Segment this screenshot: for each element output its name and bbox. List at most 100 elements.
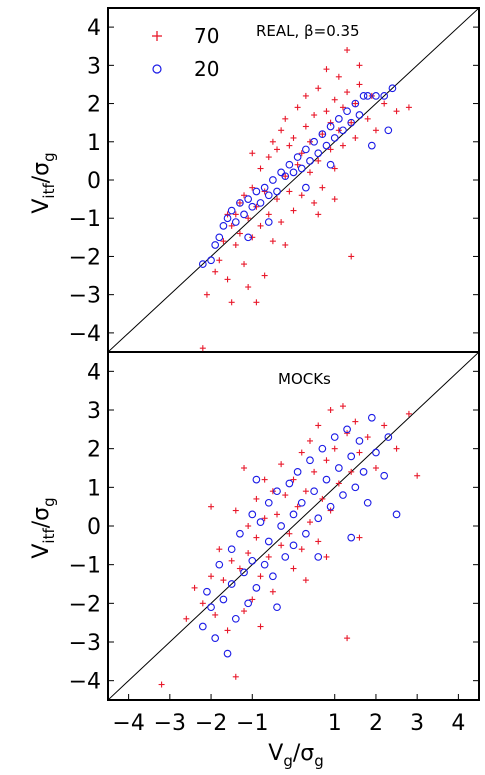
circle-marker xyxy=(326,122,335,131)
bottom-axis-ticks: −4 −3 −2 −1 0 1 2 3 4 −4 −3 −2 −1 1 2 3 4 xyxy=(69,360,479,736)
circle-marker xyxy=(388,84,397,93)
circle-marker xyxy=(380,471,389,480)
circle-marker xyxy=(264,498,273,507)
circle-marker xyxy=(372,92,380,100)
circle-marker xyxy=(211,634,220,642)
circle-marker xyxy=(330,433,339,441)
plus-marker xyxy=(315,85,322,92)
plus-marker xyxy=(286,530,293,537)
x-axis-label: Vg/σg xyxy=(268,741,323,770)
circle-marker xyxy=(248,556,257,565)
plus-marker xyxy=(302,488,309,495)
plus-marker xyxy=(257,623,264,630)
plus-marker xyxy=(348,119,355,126)
plus-marker xyxy=(302,123,309,130)
bottom-ytick-label: −1 xyxy=(69,554,101,579)
plus-marker xyxy=(311,199,318,206)
circle-marker xyxy=(380,92,389,100)
plus-marker xyxy=(323,457,330,464)
plus-marker xyxy=(269,138,276,145)
plus-marker xyxy=(352,418,359,425)
plus-marker xyxy=(216,257,223,264)
circle-marker xyxy=(343,107,351,116)
plus-marker xyxy=(302,92,309,99)
plus-marker xyxy=(199,600,206,607)
plus-marker xyxy=(257,222,264,229)
circle-marker xyxy=(334,464,343,472)
circle-marker xyxy=(198,260,207,268)
bottom-ylabel-sigma: /σ xyxy=(29,507,54,528)
circle-marker xyxy=(256,199,265,207)
top-ytick-label: −4 xyxy=(69,322,101,347)
bottom-ytick-label: 2 xyxy=(87,438,101,463)
plus-marker xyxy=(319,131,326,138)
plus-marker xyxy=(228,299,235,306)
plus-marker xyxy=(331,96,338,103)
xtick-label: 4 xyxy=(451,711,465,736)
plus-marker xyxy=(356,62,363,69)
circle-marker xyxy=(252,475,261,484)
top-ytick-label: 3 xyxy=(87,54,101,79)
plus-marker xyxy=(261,515,268,522)
top-ytick-label: 4 xyxy=(87,16,101,41)
plus-marker xyxy=(319,184,326,191)
circle-marker xyxy=(227,545,236,554)
plus-marker xyxy=(236,230,243,237)
plus-marker xyxy=(282,492,289,499)
circle-marker xyxy=(231,218,240,226)
circle-marker xyxy=(310,137,318,146)
circle-marker xyxy=(326,502,335,511)
circle-marker xyxy=(347,118,356,127)
plus-marker xyxy=(356,534,363,541)
plus-marker xyxy=(298,150,305,157)
plus-marker xyxy=(405,410,412,417)
plus-marker xyxy=(212,268,219,275)
circle-marker xyxy=(236,529,244,538)
plus-marker xyxy=(327,507,334,514)
circle-marker xyxy=(293,468,302,476)
plus-marker xyxy=(348,253,355,260)
plus-marker xyxy=(315,422,322,429)
plus-marker xyxy=(290,134,297,141)
plus-marker xyxy=(344,430,351,437)
circle-marker xyxy=(302,183,310,192)
plus-marker xyxy=(414,472,421,479)
svg-text:Vitf/σg: Vitf/σg xyxy=(29,497,58,558)
top-identity-line xyxy=(108,8,479,352)
plus-marker xyxy=(265,553,272,560)
circle-marker xyxy=(219,595,228,604)
circle-marker xyxy=(252,187,261,196)
plus-marker xyxy=(381,100,388,107)
circle-marker xyxy=(264,191,273,200)
plus-marker xyxy=(306,437,313,444)
plus-marker xyxy=(241,192,248,199)
circle-marker xyxy=(248,510,257,519)
circle-marker xyxy=(355,111,364,119)
plus-marker xyxy=(368,92,375,99)
circle-marker xyxy=(322,141,331,150)
plus-marker xyxy=(315,157,322,164)
plus-marker xyxy=(253,203,260,210)
plus-marker xyxy=(220,577,227,584)
circle-marker xyxy=(302,529,310,538)
plus-marker xyxy=(253,534,260,541)
plus-marker xyxy=(274,511,281,518)
plus-marker xyxy=(208,573,215,580)
bottom-panel-title: MOCKs xyxy=(278,370,331,388)
plus-marker xyxy=(236,565,243,572)
circle-marker xyxy=(318,444,327,453)
circle-marker xyxy=(372,448,380,457)
plus-marker xyxy=(315,211,322,218)
plus-marker xyxy=(298,546,305,553)
plus-marker xyxy=(339,142,346,149)
plus-marker xyxy=(232,507,239,514)
circle-marker xyxy=(273,487,281,496)
top-ytick-label: 0 xyxy=(87,169,101,194)
plus-marker xyxy=(364,434,371,441)
xlabel-v: V xyxy=(268,741,283,766)
circle-marker xyxy=(252,584,261,592)
circle-marker xyxy=(289,168,298,177)
plus-marker xyxy=(294,503,301,510)
circle-marker xyxy=(355,437,364,445)
top-ylabel-g: g xyxy=(40,152,58,162)
